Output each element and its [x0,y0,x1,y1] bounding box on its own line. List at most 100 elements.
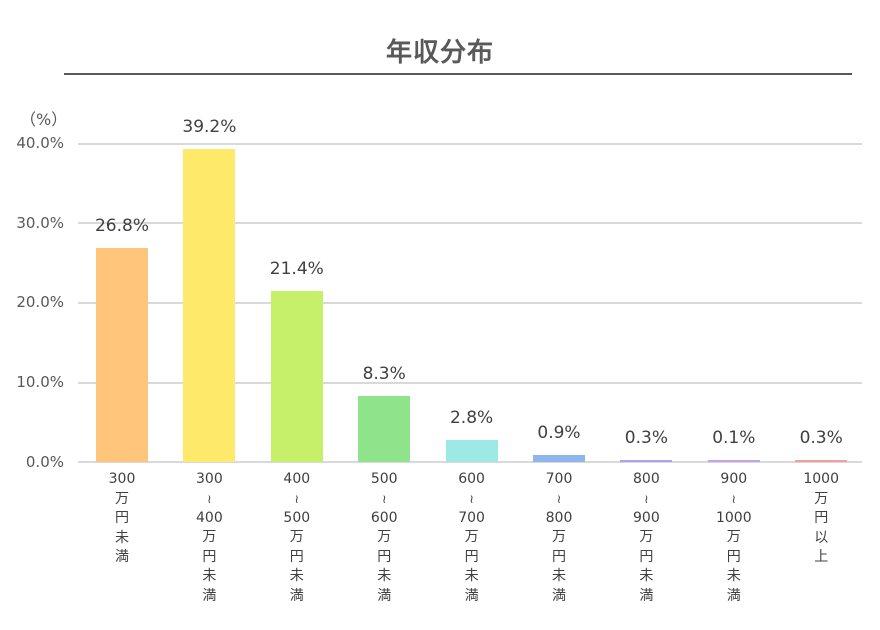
x-tick-label: 300 万円未満 [102,470,142,568]
x-tick-label-line: 700 [545,471,573,487]
x-tick-label-line: ≀ [207,491,212,506]
bar [183,149,236,462]
x-tick-label-line: 1000 [715,509,752,526]
data-label: 0.1% [712,428,756,448]
x-tick-label-line: 600 [458,471,485,487]
x-tick-label-line: 未 [377,568,392,584]
x-tick-label-line: 未 [202,568,217,584]
x-tick-label: 500 ≀ 600 万円未満 [364,470,404,606]
y-tick-label: 0.0% [25,453,64,471]
x-tick-label-line: 800 [545,509,573,526]
bar [445,439,498,462]
x-tick-label-line: 万 [115,490,129,507]
x-tick-label-line: 1000 [803,471,839,487]
x-tick-label-line: 万 [552,529,566,545]
x-tick-label-line: 未 [726,568,741,584]
y-axis-unit: （%） [20,110,68,129]
x-tick-label-line: 満 [289,587,304,604]
x-tick-label-line: 600 [370,509,398,526]
x-tick-label-line: 円 [289,548,304,565]
y-tick-label: 40.0% [16,134,64,152]
x-tick-label-line: 300 [108,471,136,487]
x-tick-label-line: 未 [639,568,654,584]
x-tick-label-line: 万 [639,529,654,545]
x-tick-label-line: 900 [720,471,748,487]
x-axis-line [78,461,862,463]
gridline-40 [78,143,862,145]
x-tick-label-line: 円 [552,548,566,565]
x-tick-label-line: 万 [814,490,829,507]
bar [270,291,323,462]
x-tick-label-line: 未 [289,568,304,584]
gridline-20 [78,302,862,304]
x-tick-label-line: ≀ [294,491,300,506]
x-tick-label: 900 ≀ 1000 万円未満 [714,470,754,606]
y-tick-label: 20.0% [16,293,64,311]
x-tick-label-line: 800 [633,471,660,487]
data-label: 0.9% [537,422,581,443]
bar [620,459,673,462]
x-tick-label-line: 万 [377,529,392,545]
x-tick-label-line: 500 [370,471,398,487]
bar [533,454,585,462]
x-tick-label: 400 ≀ 500 万円未満 [277,470,317,606]
x-tick-label-line: 満 [377,587,392,604]
x-tick-label-line: 満 [639,587,654,604]
x-tick-label-line: ≀ [469,491,474,506]
x-tick-label-line: ≀ [556,491,562,506]
x-tick-label-line: 400 [196,509,223,526]
x-tick-label-line: 円 [202,548,217,565]
x-tick-label-line: ≀ [381,491,387,506]
x-tick-label-line: 500 [283,509,311,526]
chart-title: 年収分布 [385,38,494,68]
x-tick-label-line: 900 [633,509,660,526]
bar [358,395,411,462]
x-tick-label-line: 700 [458,509,485,526]
x-tick-label: 600 ≀ 700 万円未満 [452,470,492,606]
x-tick-label-line: 満 [726,587,741,604]
data-label: 8.3% [362,363,406,384]
x-tick-label-line: 円 [726,548,741,565]
x-tick-label-line: 上 [814,549,829,565]
x-tick-label-line: 円 [115,510,129,526]
x-tick-label-line: 未 [552,568,566,584]
x-tick-label-line: 円 [377,548,392,565]
x-tick-label: 300 ≀ 400 万円未満 [189,470,229,606]
x-tick-label-line: 万 [464,529,479,545]
title-underline [64,73,852,75]
x-tick-label-line: 400 [283,471,311,487]
data-label: 2.8% [449,407,494,428]
x-tick-label-line: 万 [202,529,217,545]
x-tick-label-line: 満 [552,587,566,604]
gridline-10 [78,382,862,384]
x-tick-label-line: 万 [726,529,741,545]
x-tick-label-line: 満 [464,587,479,604]
x-tick-label-line: 満 [115,549,129,565]
x-tick-label-line: ≀ [644,491,649,506]
y-tick-label: 10.0% [16,373,64,391]
y-tick-label: 30.0% [16,214,64,232]
x-tick-label: 700 ≀ 800 万円未満 [539,470,579,606]
bar [96,248,148,462]
x-tick-label: 1000 万円以上 [801,470,841,568]
x-tick-label-line: 300 [196,471,223,487]
x-tick-label-line: 未 [115,529,129,546]
data-label: 21.4% [269,259,324,280]
x-tick-label-line: 以 [814,529,829,546]
gridline-30 [78,222,862,224]
data-label: 39.2% [182,117,237,138]
x-tick-label-line: 円 [814,510,829,526]
data-label: 26.8% [94,216,149,237]
bar [795,459,848,462]
data-label: 0.3% [799,427,843,448]
x-tick-label-line: 満 [202,587,217,604]
x-tick-label-line: 未 [464,568,479,584]
x-tick-label-line: 万 [289,529,304,545]
x-tick-label-line: 円 [639,548,654,565]
x-tick-label: 800 ≀ 900 万円未満 [626,470,666,606]
data-label: 0.3% [624,427,668,448]
x-tick-label-line: 円 [464,548,479,565]
x-tick-label-line: ≀ [731,491,737,506]
bar [707,460,760,462]
